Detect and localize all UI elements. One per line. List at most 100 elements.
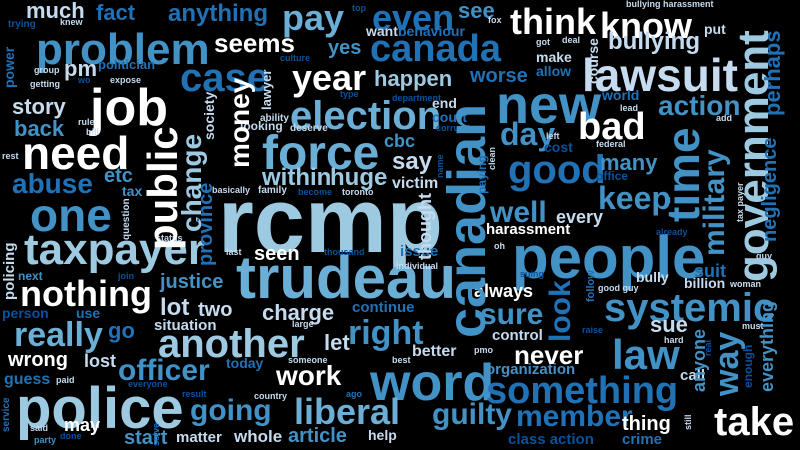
word-department: department	[392, 93, 442, 103]
word-story: story	[12, 94, 66, 119]
word-seems: seems	[214, 28, 295, 58]
word-knew: knew	[60, 17, 83, 27]
word-person: person	[2, 305, 49, 321]
word-everything: everything	[757, 300, 777, 392]
word-two: two	[198, 299, 233, 321]
word-year: year	[292, 57, 367, 98]
word-take: take	[714, 400, 795, 444]
word-going: going	[190, 394, 272, 427]
word-need: need	[22, 127, 130, 179]
word-paid: paid	[56, 375, 75, 385]
word-getting: getting	[30, 79, 60, 89]
word-way: way	[708, 331, 746, 396]
word-woman: woman	[730, 279, 762, 289]
word-sue: sue	[650, 312, 688, 337]
word-victim: victim	[392, 175, 439, 192]
word-liberal: liberal	[294, 391, 401, 432]
word-start: start	[124, 427, 168, 449]
word-happen: happen	[374, 66, 453, 91]
word-next: next	[18, 269, 43, 283]
word-family: family	[258, 185, 287, 196]
word-continue: continue	[352, 299, 415, 316]
word-bad: bad	[578, 106, 646, 148]
word-got: got	[536, 37, 550, 47]
word-suing: suing	[520, 269, 544, 279]
word-become: become	[298, 187, 333, 197]
word-service: service	[1, 397, 12, 432]
word-lot: lot	[160, 294, 190, 321]
word-clean: clean	[487, 146, 497, 170]
word-everyone: everyone	[128, 379, 168, 389]
word-federal: federal	[596, 139, 626, 149]
word-negligence: negligence	[759, 137, 781, 242]
word-name: name	[435, 154, 445, 178]
word-law: law	[612, 331, 680, 378]
word-done: done	[60, 431, 82, 441]
word-group: group	[34, 65, 60, 75]
word-problem: problem	[36, 25, 210, 74]
word-another: another	[158, 322, 305, 366]
word-people: people	[512, 224, 706, 291]
word-organization: organization	[486, 361, 576, 378]
word-court: court	[432, 109, 467, 125]
word-use: use	[76, 305, 101, 321]
word-whole: whole	[234, 427, 283, 446]
word-corruption: corruption	[436, 123, 481, 133]
word-bully: bully	[636, 269, 669, 285]
word-force: force	[262, 127, 380, 180]
word-worse: worse	[470, 65, 528, 87]
word-issue: issue	[400, 243, 439, 260]
word-pmo: pmo	[474, 345, 493, 355]
word-thousand: thousand	[324, 247, 365, 257]
word-think: think	[510, 1, 596, 42]
word-never: never	[514, 340, 584, 370]
word-crime: crime	[622, 431, 663, 448]
word-result: result	[182, 389, 207, 399]
word-already: already	[656, 227, 688, 237]
word-make: make	[536, 49, 572, 65]
word-fox: fox	[488, 15, 502, 25]
word-go: go	[108, 318, 135, 343]
word-add: add	[716, 113, 733, 123]
word-deserve: deserve	[290, 123, 328, 134]
word-better: better	[412, 343, 457, 360]
word-day: day	[500, 116, 556, 152]
word-solve: solve	[151, 422, 161, 446]
word-work: work	[276, 360, 342, 391]
word-really: really	[14, 316, 103, 354]
word-pay: pay	[282, 0, 345, 38]
word-wrong: wrong	[8, 349, 68, 371]
word-systemic: systemic	[604, 286, 776, 330]
word-top: top	[352, 3, 366, 13]
word-canadian: canadian	[437, 103, 497, 338]
word-always: always	[474, 281, 534, 301]
word-course: course	[585, 38, 601, 84]
word-abuse: abuse	[12, 168, 93, 199]
word-perhaps: perhaps	[760, 30, 785, 116]
word-good: good	[508, 148, 606, 192]
word-office: office	[596, 169, 629, 183]
word-paying: paying	[475, 155, 489, 194]
word-basically: basically	[212, 185, 251, 195]
word-want: want	[366, 23, 398, 39]
word-someone: someone	[288, 355, 328, 365]
word-left: left	[546, 131, 560, 141]
word-pm: pm	[64, 56, 97, 81]
word-real: real	[703, 339, 713, 356]
word-must: must	[742, 321, 764, 331]
word-wo: wo	[78, 75, 91, 85]
word-ago: ago	[346, 389, 363, 399]
word-know: know	[600, 5, 693, 46]
word-back: back	[14, 116, 65, 141]
word-may: may	[64, 415, 101, 435]
word-province: province	[195, 182, 217, 266]
word-word: word	[370, 354, 495, 412]
word-case: case	[180, 56, 269, 100]
word-much: much	[26, 0, 85, 23]
word-situation: situation	[154, 317, 217, 334]
word-action: action	[658, 90, 741, 121]
word-best: best	[392, 355, 411, 365]
word-trying: trying	[8, 19, 36, 30]
word-help: help	[368, 427, 397, 443]
